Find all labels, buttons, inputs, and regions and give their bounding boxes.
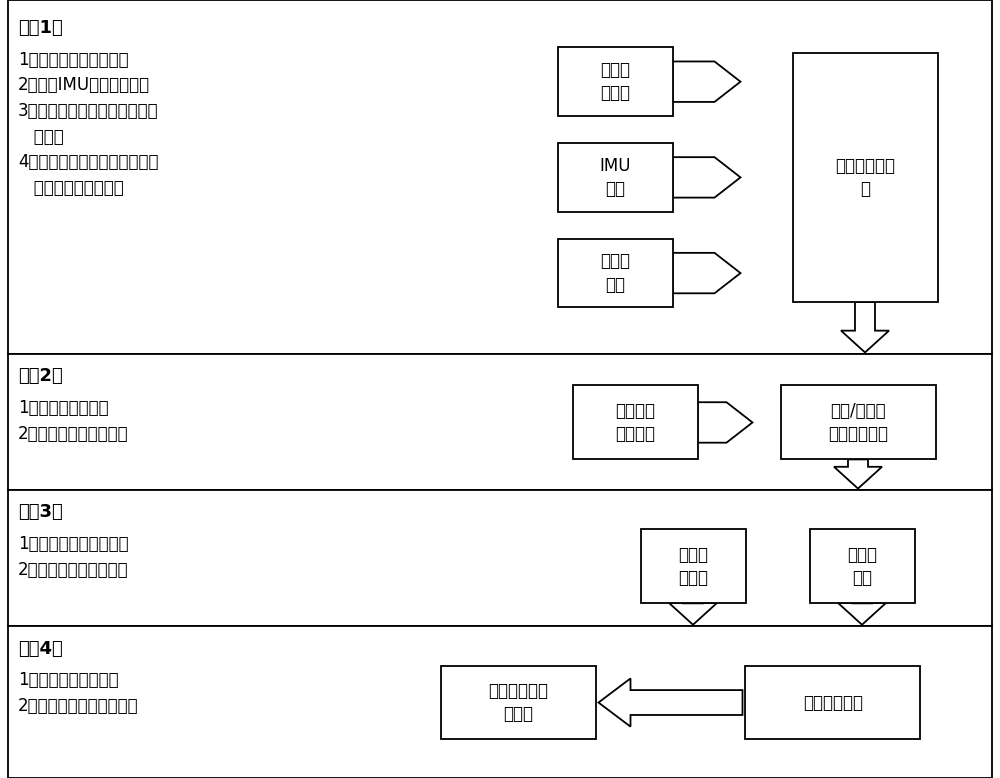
Bar	[558, 143, 672, 212]
Text: 目标4：: 目标4：	[18, 640, 63, 657]
Text: 目标1：: 目标1：	[18, 19, 63, 37]
Text: 其它传
感器: 其它传 感器	[600, 252, 630, 294]
Text: IMU
元件: IMU 元件	[599, 156, 631, 198]
Polygon shape	[698, 402, 753, 443]
Bar	[558, 239, 672, 307]
Bar	[810, 529, 914, 604]
Bar	[8, 0, 992, 354]
Polygon shape	[598, 678, 742, 727]
Bar	[558, 47, 672, 116]
Polygon shape	[841, 302, 889, 352]
Text: 无人机
飞控: 无人机 飞控	[847, 545, 877, 587]
Bar	[792, 53, 938, 302]
Text: 目标2：: 目标2：	[18, 367, 63, 385]
Text: 1、数据交互、可视化
2、实时模式识别规律分析: 1、数据交互、可视化 2、实时模式识别规律分析	[18, 671, 139, 715]
Text: 通信组网模块: 通信组网模块	[803, 693, 863, 712]
Bar	[440, 665, 596, 739]
Bar	[8, 490, 992, 626]
Text: 线性/非线性
序贯滤波算法: 线性/非线性 序贯滤波算法	[828, 401, 888, 443]
Bar	[8, 626, 992, 778]
Text: 1、滤除非线性粗差
2、提高状态估计可靠性: 1、滤除非线性粗差 2、提高状态估计可靠性	[18, 399, 129, 443]
Bar	[572, 385, 698, 459]
Bar	[640, 529, 746, 604]
Polygon shape	[669, 603, 717, 625]
Polygon shape	[672, 157, 740, 198]
Text: 六维力
传感器: 六维力 传感器	[600, 61, 630, 103]
Polygon shape	[672, 253, 740, 293]
Text: 飞行模式
约束条件: 飞行模式 约束条件	[615, 401, 655, 443]
Text: 1、建立六维力测量模型
2、建立IMU漂移误差模型
3、组合罗盘、电源、空速计等
   传感器
4、优化多源数据融合算法（自
   适应粒子滤波算法）: 1、建立六维力测量模型 2、建立IMU漂移误差模型 3、组合罗盘、电源、空速计等…	[18, 51, 159, 197]
Polygon shape	[672, 61, 740, 102]
Text: 多源传感器组
合: 多源传感器组 合	[835, 156, 895, 198]
Polygon shape	[834, 459, 882, 489]
Text: 目标3：: 目标3：	[18, 503, 63, 521]
Text: 控制测试平台
地面站: 控制测试平台 地面站	[488, 682, 548, 724]
Text: 1、无人机自动控制模式
2、无人机测量数据输出: 1、无人机自动控制模式 2、无人机测量数据输出	[18, 535, 129, 579]
Polygon shape	[838, 603, 886, 625]
Text: 控制台
地面站: 控制台 地面站	[678, 545, 708, 587]
Bar	[745, 665, 920, 739]
Bar	[780, 385, 936, 459]
Bar	[8, 354, 992, 490]
